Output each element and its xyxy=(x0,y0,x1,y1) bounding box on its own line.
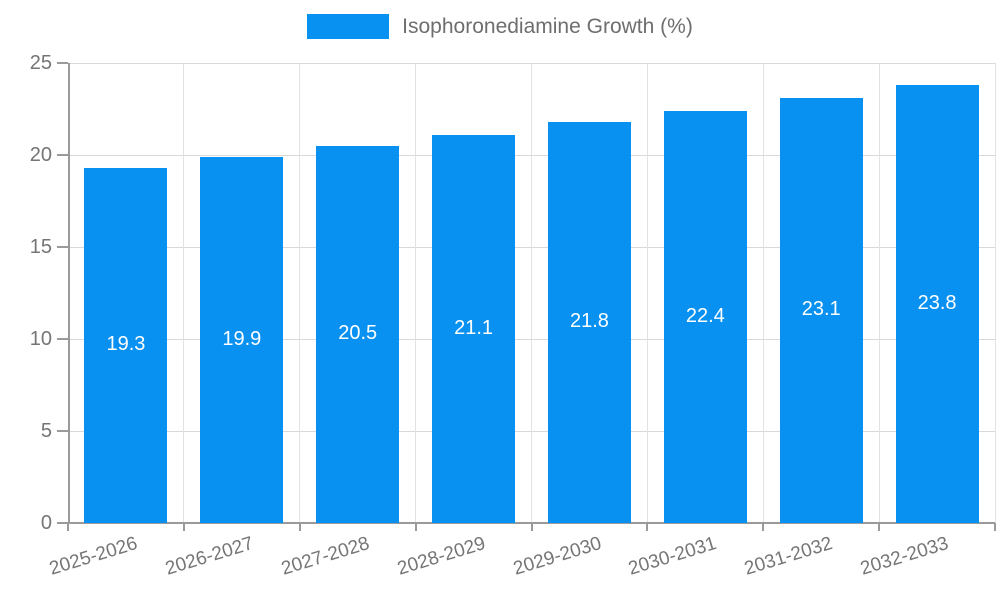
v-gridline xyxy=(646,63,648,523)
y-axis-line xyxy=(68,63,70,523)
plot-area: 19.3 19.9 20.5 21.1 21.8 22.4 23.1 23.8 xyxy=(68,62,996,524)
y-axis-tick xyxy=(57,246,68,248)
bar-value-label: 19.9 xyxy=(222,327,262,350)
bar-value-label: 23.1 xyxy=(801,298,841,321)
legend-swatch xyxy=(307,14,390,39)
x-tick-label: 2030-2031 xyxy=(626,533,720,580)
x-axis-tick xyxy=(182,523,185,531)
y-axis-tick xyxy=(57,430,68,432)
v-gridline xyxy=(994,63,996,523)
v-gridline xyxy=(299,63,301,523)
x-tick-label: 2026-2027 xyxy=(162,533,256,580)
bar[interactable] xyxy=(316,145,400,523)
legend: Isophoronediamine Growth (%) xyxy=(0,14,1000,39)
x-tick-label: 2028-2029 xyxy=(394,533,488,580)
bar-value-label: 20.5 xyxy=(338,322,378,345)
v-gridline xyxy=(762,63,764,523)
x-tick-label: 2031-2032 xyxy=(742,533,836,580)
x-axis-tick xyxy=(878,523,881,531)
y-axis-tick xyxy=(57,62,68,64)
y-axis-tick xyxy=(57,154,68,156)
bar-value-label: 21.8 xyxy=(569,310,609,333)
bar[interactable] xyxy=(895,85,979,523)
x-axis-tick xyxy=(414,523,417,531)
v-gridline xyxy=(183,63,185,523)
bar[interactable] xyxy=(547,121,631,523)
bar[interactable] xyxy=(200,156,284,523)
x-tick-label: 2032-2033 xyxy=(858,533,952,580)
v-gridline xyxy=(415,63,417,523)
x-axis-tick xyxy=(994,523,996,531)
bar[interactable] xyxy=(432,134,516,523)
x-axis-tick xyxy=(298,523,301,531)
bar-value-label: 19.3 xyxy=(106,333,146,356)
x-tick-label: 2027-2028 xyxy=(278,533,372,580)
y-tick-label: 0 xyxy=(40,512,52,534)
x-axis-tick xyxy=(530,523,533,531)
legend-label: Isophoronediamine Growth (%) xyxy=(402,14,693,38)
y-tick-label: 20 xyxy=(29,144,52,166)
bar[interactable] xyxy=(84,167,168,523)
x-axis-tick xyxy=(67,523,69,531)
v-gridline xyxy=(531,63,532,523)
x-tick-label: 2029-2030 xyxy=(510,533,604,580)
x-axis-tick xyxy=(646,523,649,531)
bar[interactable] xyxy=(779,97,863,523)
y-tick-label: 10 xyxy=(29,328,52,350)
x-axis-tick xyxy=(762,523,765,531)
bar-value-label: 21.1 xyxy=(454,316,494,339)
bar-value-label: 23.8 xyxy=(917,292,957,315)
y-tick-label: 25 xyxy=(29,52,52,74)
x-tick-label: 2025-2026 xyxy=(47,533,141,580)
y-tick-label: 5 xyxy=(40,420,52,442)
v-gridline xyxy=(878,63,880,523)
y-axis-tick xyxy=(57,338,68,340)
y-tick-label: 15 xyxy=(29,236,52,258)
y-axis-tick xyxy=(57,522,68,524)
bar-value-label: 22.4 xyxy=(685,304,725,327)
bar[interactable] xyxy=(663,110,747,523)
